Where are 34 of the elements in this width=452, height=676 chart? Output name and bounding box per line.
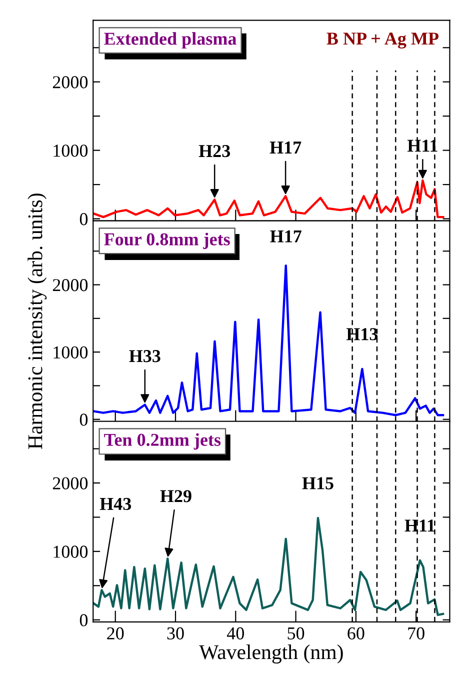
x-tick-label: 40 (226, 627, 244, 640)
y-tick-label: 0 (80, 414, 88, 426)
y-tick-label: 2000 (52, 76, 88, 88)
annotation: H13 (346, 328, 378, 340)
y-tick-label: 0 (80, 213, 88, 226)
y-tick-label: 2000 (52, 279, 88, 292)
annotation: H23 (198, 144, 230, 158)
x-axis-title: Wavelength (nm) (199, 644, 343, 664)
y-tick-label: 1000 (54, 546, 88, 558)
x-tick-label: 70 (408, 627, 424, 640)
x-tick-label: 30 (167, 627, 184, 640)
y-tick-label: 1000 (54, 346, 88, 358)
y-tick-label: 0 (80, 614, 88, 626)
annotation: H17 (270, 230, 302, 242)
y-tick-label: 1000 (54, 144, 88, 157)
annotation: H33 (129, 350, 160, 362)
x-tick-label: 50 (288, 627, 304, 640)
annotation: H29 (160, 490, 192, 502)
line-series (93, 264, 444, 416)
annotation: H17 (270, 142, 302, 154)
text: Extended plasma (104, 32, 236, 49)
annotation: H11 (404, 520, 435, 532)
x-tick-label: 20 (107, 627, 124, 640)
y-axis-title: Harmonic intensity (arb. units) (28, 194, 47, 449)
annotation: H43 (100, 498, 132, 510)
annotation: H15 (302, 477, 334, 490)
annotation: B NP + Ag MP (326, 32, 439, 49)
y-tick-label: 2000 (52, 477, 88, 490)
text: Ten 0.2mm jets (104, 433, 221, 450)
text: Four 0.8mm jets (104, 232, 230, 250)
x-tick-label: 60 (348, 627, 364, 640)
line-series (93, 516, 444, 616)
line-series (93, 179, 444, 218)
annotation: H11 (407, 140, 438, 152)
